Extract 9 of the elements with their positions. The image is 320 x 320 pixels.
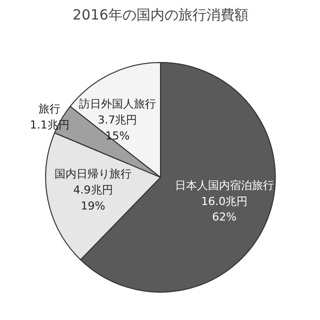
slice-label: 旅行: [38, 102, 61, 116]
slice-label: 日本人国内宿泊旅行: [174, 178, 274, 192]
data-label: 1.1兆円: [30, 118, 70, 132]
slice-label: 国内日帰り旅行: [54, 168, 132, 181]
data-label: 4.9兆円 19%: [73, 184, 113, 213]
chart-title: 2016年の国内の旅行消費額: [72, 8, 248, 24]
data-label: 3.7兆円 15%: [98, 113, 138, 142]
slice-label: 訪日外国人旅行: [78, 98, 156, 111]
data-label: 16.0兆円 62%: [201, 194, 248, 224]
